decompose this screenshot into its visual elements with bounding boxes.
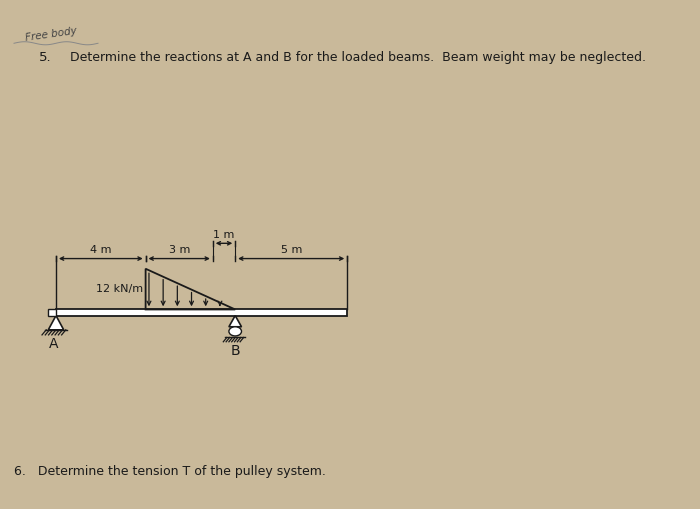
Text: 4 m: 4 m: [90, 245, 111, 255]
Circle shape: [229, 327, 241, 336]
Text: B: B: [230, 344, 240, 358]
Text: 3 m: 3 m: [169, 245, 190, 255]
Text: 5.: 5.: [38, 51, 51, 64]
Text: Free body: Free body: [25, 25, 78, 43]
Text: A: A: [49, 337, 59, 352]
Text: 12 kN/m: 12 kN/m: [96, 284, 143, 294]
Text: Determine the reactions at A and B for the loaded beams.  Beam weight may be neg: Determine the reactions at A and B for t…: [70, 51, 646, 64]
Text: 6.   Determine the tension T of the pulley system.: 6. Determine the tension T of the pulley…: [14, 465, 326, 478]
Text: 5 m: 5 m: [281, 245, 302, 255]
Polygon shape: [48, 316, 64, 330]
Polygon shape: [229, 316, 241, 327]
Text: 1 m: 1 m: [214, 230, 235, 240]
Bar: [56, 309, 347, 316]
Bar: [48, 309, 56, 316]
